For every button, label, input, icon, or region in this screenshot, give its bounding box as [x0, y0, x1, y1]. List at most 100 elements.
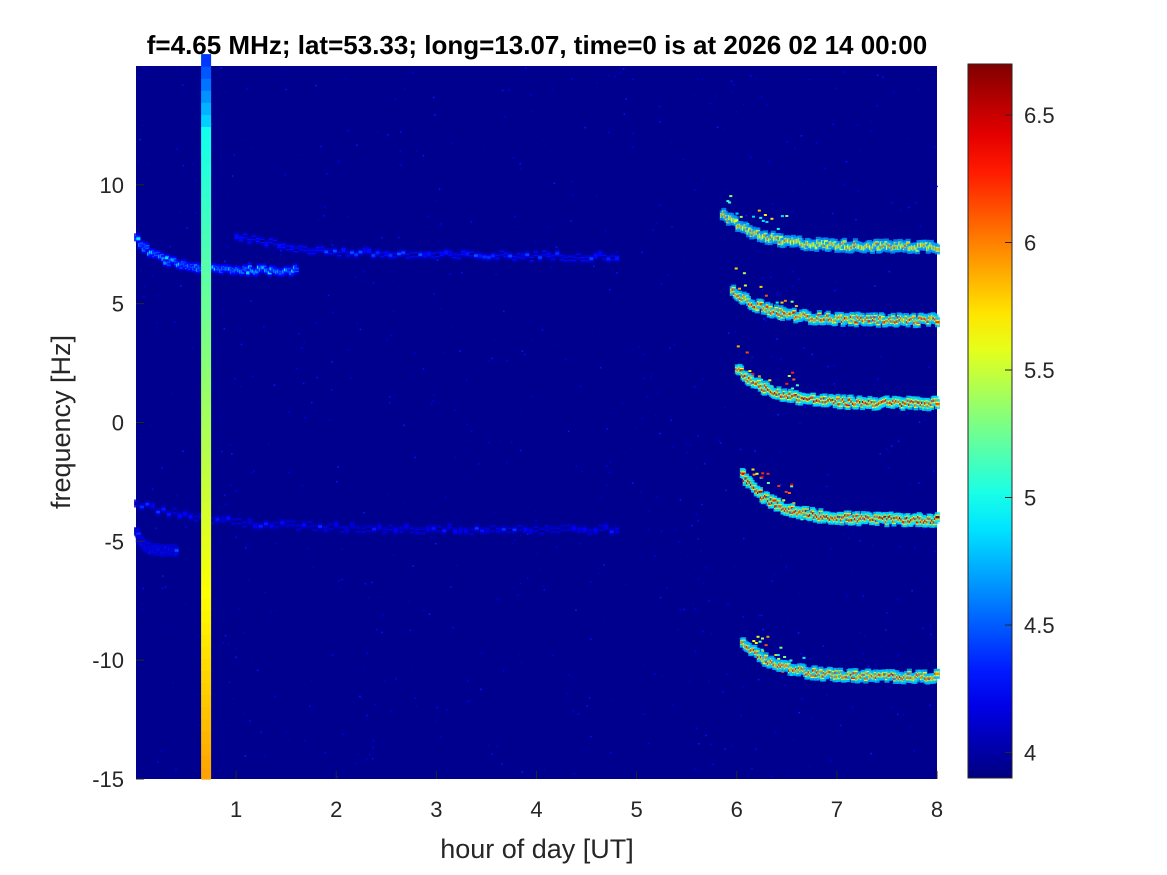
noise-speckle	[652, 229, 654, 231]
trace-core	[404, 525, 409, 528]
trace-core	[341, 248, 346, 252]
trace-branch	[736, 345, 740, 348]
noise-speckle	[933, 550, 936, 552]
trace-core	[602, 256, 607, 259]
stripe-segment	[201, 489, 212, 502]
noise-speckle	[711, 570, 713, 572]
trace-core	[813, 669, 818, 672]
noise-speckle	[550, 266, 553, 268]
noise-speckle	[318, 253, 320, 256]
trace-core	[307, 250, 312, 253]
noise-speckle	[439, 308, 442, 310]
trace-core	[388, 526, 393, 529]
noise-speckle	[739, 448, 742, 451]
noise-speckle	[312, 708, 314, 711]
noise-speckle	[170, 748, 172, 751]
noise-speckle	[437, 241, 439, 243]
trace-branch	[766, 472, 770, 475]
noise-speckle	[590, 735, 592, 738]
noise-speckle	[768, 446, 770, 449]
trace-core	[174, 549, 179, 552]
trace-branch	[780, 215, 784, 218]
trace-core	[854, 672, 858, 675]
noise-speckle	[268, 443, 270, 445]
stripe-segment	[201, 561, 212, 575]
noise-speckle	[708, 680, 710, 683]
noise-speckle	[809, 79, 811, 81]
noise-speckle	[175, 768, 177, 771]
noise-speckle	[399, 150, 401, 152]
noise-speckle	[603, 621, 606, 623]
noise-speckle	[210, 123, 213, 126]
noise-speckle	[763, 318, 765, 320]
noise-speckle	[919, 602, 922, 605]
noise-speckle	[530, 94, 532, 96]
noise-speckle	[703, 227, 705, 229]
noise-speckle	[435, 199, 438, 202]
noise-speckle	[932, 470, 935, 472]
noise-speckle	[269, 611, 272, 614]
noise-speckle	[389, 396, 391, 398]
noise-speckle	[281, 68, 284, 70]
noise-speckle	[386, 494, 389, 496]
noise-speckle	[345, 77, 347, 80]
trace-core	[333, 249, 337, 253]
noise-speckle	[173, 705, 175, 708]
noise-speckle	[627, 564, 629, 567]
noise-speckle	[568, 674, 571, 676]
trace-branch	[751, 468, 755, 471]
noise-speckle	[400, 131, 402, 133]
noise-speckle	[851, 706, 854, 709]
noise-speckle	[149, 522, 151, 524]
noise-speckle	[454, 574, 457, 576]
trace-core	[762, 389, 767, 392]
trace-core	[277, 244, 282, 248]
trace-core	[177, 514, 182, 518]
noise-speckle	[768, 160, 770, 163]
noise-speckle	[184, 653, 186, 655]
noise-speckle	[862, 595, 864, 597]
noise-speckle	[861, 500, 864, 503]
stripe-segment	[201, 138, 212, 152]
noise-speckle	[740, 714, 742, 717]
trace-branch	[742, 272, 746, 275]
noise-speckle	[431, 403, 433, 405]
noise-speckle	[494, 511, 496, 514]
noise-speckle	[594, 738, 596, 740]
noise-speckle	[771, 355, 773, 358]
trace-core	[366, 527, 371, 530]
noise-speckle	[279, 127, 281, 129]
noise-speckle	[751, 767, 753, 770]
trace-core	[571, 527, 576, 530]
noise-speckle	[449, 273, 452, 275]
noise-speckle	[397, 236, 400, 239]
noise-speckle	[907, 413, 909, 415]
trace-core	[474, 254, 478, 257]
noise-speckle	[852, 530, 854, 532]
noise-speckle	[454, 457, 457, 459]
noise-speckle	[332, 311, 334, 314]
stripe-segment	[201, 211, 212, 224]
stripe-segment	[201, 320, 212, 333]
noise-speckle	[246, 88, 248, 90]
noise-speckle	[917, 88, 920, 91]
noise-speckle	[718, 440, 721, 443]
noise-speckle	[544, 144, 547, 147]
noise-speckle	[504, 115, 507, 118]
noise-speckle	[731, 91, 733, 93]
noise-speckle	[624, 402, 627, 404]
plot-background	[136, 66, 937, 779]
noise-speckle	[625, 583, 627, 586]
noise-speckle	[761, 614, 763, 617]
noise-speckle	[312, 566, 315, 568]
trace-core	[779, 309, 783, 312]
noise-speckle	[761, 96, 763, 98]
noise-speckle	[609, 361, 612, 364]
noise-speckle	[655, 222, 658, 225]
trace-core	[237, 520, 242, 523]
noise-speckle	[296, 368, 298, 370]
stripe-segment	[201, 452, 212, 466]
noise-speckle	[376, 131, 379, 133]
noise-speckle	[350, 377, 352, 379]
stripe-segment	[201, 187, 212, 200]
